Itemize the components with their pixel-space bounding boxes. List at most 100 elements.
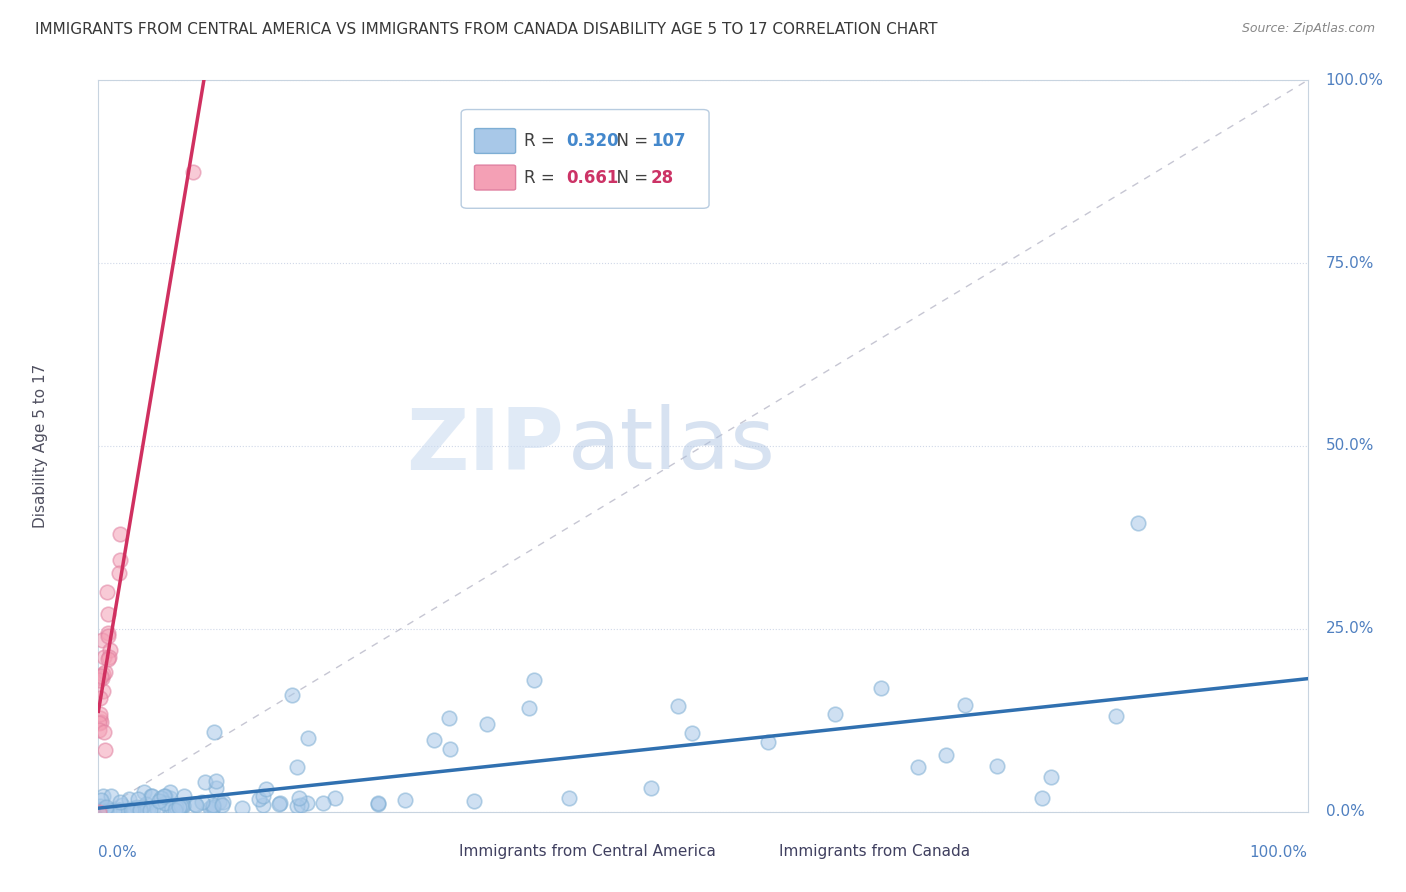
Text: Immigrants from Canada: Immigrants from Canada bbox=[779, 845, 970, 860]
FancyBboxPatch shape bbox=[422, 843, 454, 863]
Point bbox=[93, 789, 115, 803]
Point bbox=[97, 625, 120, 640]
Point bbox=[89, 706, 111, 721]
Point bbox=[97, 607, 120, 622]
FancyBboxPatch shape bbox=[461, 110, 709, 209]
Point bbox=[202, 724, 225, 739]
Point bbox=[202, 797, 225, 812]
Point bbox=[208, 795, 231, 809]
Point bbox=[184, 797, 207, 811]
Text: N =: N = bbox=[606, 169, 654, 186]
Point bbox=[89, 690, 111, 705]
Text: R =: R = bbox=[524, 132, 560, 150]
Point bbox=[157, 801, 180, 815]
Point bbox=[640, 781, 662, 796]
Point bbox=[173, 789, 195, 803]
Point bbox=[129, 802, 152, 816]
Point bbox=[110, 526, 132, 541]
Point bbox=[212, 796, 235, 810]
Point bbox=[96, 652, 118, 666]
Point bbox=[281, 688, 304, 702]
Text: 0.0%: 0.0% bbox=[1326, 805, 1364, 819]
Text: Immigrants from Central America: Immigrants from Central America bbox=[458, 845, 716, 860]
Point bbox=[141, 789, 163, 804]
Point bbox=[122, 804, 145, 818]
Point bbox=[135, 797, 157, 812]
Point bbox=[107, 804, 129, 818]
Point bbox=[132, 785, 155, 799]
Point bbox=[254, 781, 277, 796]
Point bbox=[907, 760, 929, 774]
Text: N =: N = bbox=[606, 132, 654, 150]
Point bbox=[269, 797, 291, 812]
FancyBboxPatch shape bbox=[474, 128, 516, 153]
Point bbox=[437, 711, 460, 725]
Point bbox=[1031, 790, 1053, 805]
Text: 100.0%: 100.0% bbox=[1250, 845, 1308, 860]
Point bbox=[108, 552, 131, 566]
Point bbox=[323, 791, 346, 805]
Point bbox=[98, 804, 121, 818]
Point bbox=[90, 793, 112, 807]
Point bbox=[128, 803, 150, 817]
Point bbox=[93, 650, 115, 665]
Point bbox=[198, 801, 221, 815]
Point bbox=[120, 803, 142, 817]
Point bbox=[89, 804, 111, 818]
Point bbox=[824, 707, 846, 722]
Point bbox=[103, 804, 125, 818]
Point bbox=[181, 164, 204, 178]
Point bbox=[148, 794, 170, 808]
FancyBboxPatch shape bbox=[474, 165, 516, 190]
FancyBboxPatch shape bbox=[742, 843, 775, 863]
Point bbox=[87, 715, 110, 730]
Point bbox=[756, 735, 779, 749]
Point bbox=[367, 796, 389, 810]
Point bbox=[288, 791, 311, 805]
Point bbox=[367, 797, 389, 812]
Point bbox=[93, 724, 115, 739]
Point bbox=[1128, 516, 1150, 530]
Text: 107: 107 bbox=[651, 132, 686, 150]
Text: Source: ZipAtlas.com: Source: ZipAtlas.com bbox=[1241, 22, 1375, 36]
Point bbox=[153, 796, 176, 810]
Point bbox=[211, 798, 233, 813]
Point bbox=[870, 681, 893, 695]
Point bbox=[475, 716, 498, 731]
Point bbox=[202, 800, 225, 814]
Point bbox=[160, 801, 183, 815]
Point bbox=[141, 789, 163, 803]
Point bbox=[110, 795, 132, 809]
Point bbox=[136, 802, 159, 816]
Point bbox=[205, 781, 228, 796]
Point bbox=[519, 700, 541, 714]
Point bbox=[100, 789, 122, 804]
Text: Disability Age 5 to 17: Disability Age 5 to 17 bbox=[32, 364, 48, 528]
Point bbox=[90, 803, 112, 817]
Point bbox=[394, 793, 416, 807]
Text: 25.0%: 25.0% bbox=[1326, 622, 1374, 636]
Point bbox=[269, 796, 291, 810]
Text: R =: R = bbox=[524, 169, 560, 186]
Point bbox=[87, 805, 110, 819]
Text: 0.0%: 0.0% bbox=[98, 845, 138, 860]
Point bbox=[89, 799, 111, 814]
Point bbox=[153, 789, 176, 803]
Point bbox=[172, 797, 194, 812]
Point bbox=[90, 669, 112, 683]
Point bbox=[122, 803, 145, 817]
Point bbox=[423, 732, 446, 747]
Point bbox=[439, 742, 461, 756]
Text: atlas: atlas bbox=[568, 404, 776, 488]
Point bbox=[94, 800, 117, 814]
Point bbox=[124, 801, 146, 815]
Point bbox=[96, 585, 118, 599]
Point bbox=[986, 759, 1008, 773]
Point bbox=[1040, 770, 1063, 784]
Point bbox=[89, 711, 111, 725]
Point bbox=[285, 760, 308, 774]
Point bbox=[138, 803, 160, 817]
Point bbox=[170, 799, 193, 814]
Point bbox=[186, 797, 208, 812]
Point bbox=[955, 698, 977, 712]
